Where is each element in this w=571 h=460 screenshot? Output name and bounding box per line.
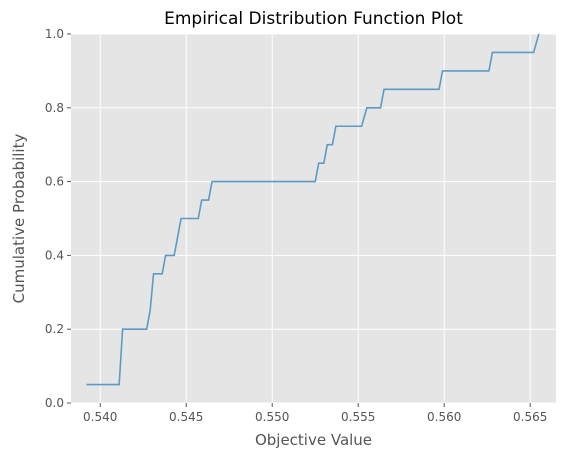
y-tick-label: 0.0 — [45, 396, 64, 410]
x-tick-label: 0.540 — [83, 410, 117, 424]
y-tick-label: 0.8 — [45, 101, 64, 115]
x-axis-label: Objective Value — [255, 431, 372, 449]
y-tick-label: 0.6 — [45, 175, 64, 189]
x-tick-label: 0.560 — [427, 410, 461, 424]
y-tick-label: 0.2 — [45, 322, 64, 336]
plot-background — [71, 34, 556, 403]
axis-ticks: 0.540 0.545 0.550 0.555 0.560 0.565 0.0 0.2 0.4 0… — [45, 27, 547, 424]
y-axis-label: Cumulative Probability — [10, 134, 28, 304]
x-tick-label: 0.555 — [341, 410, 375, 424]
x-tick-label: 0.550 — [255, 410, 289, 424]
chart-title: Empirical Distribution Function Plot — [164, 9, 463, 29]
x-tick-label: 0.565 — [513, 410, 547, 424]
y-tick-label: 1.0 — [45, 27, 64, 41]
y-tick-label: 0.4 — [45, 248, 64, 262]
grid-lines — [71, 33, 556, 404]
edf-line — [86, 33, 540, 386]
x-tick-label: 0.545 — [169, 410, 203, 424]
